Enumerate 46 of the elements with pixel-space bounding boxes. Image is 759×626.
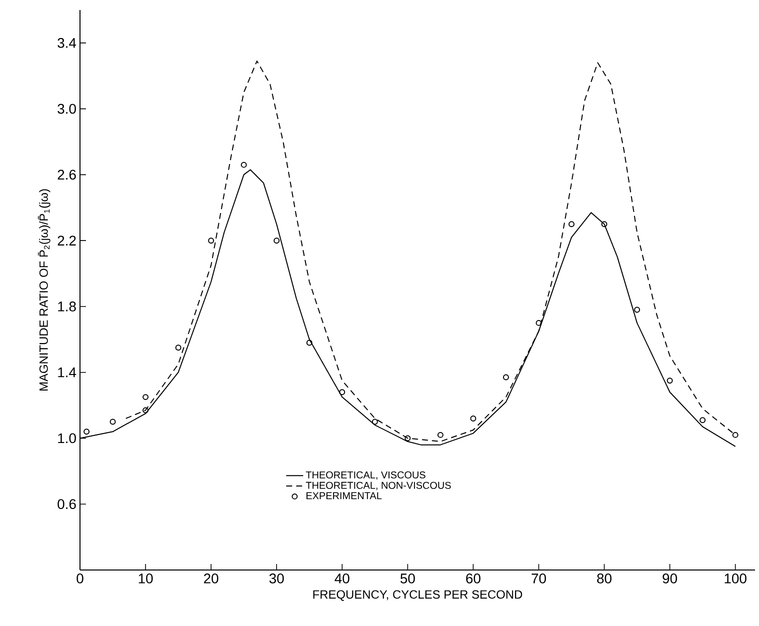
point bbox=[274, 238, 280, 244]
x-tick-label: 0 bbox=[76, 574, 84, 584]
y-tick-label: 1.4 bbox=[58, 368, 76, 378]
legend-label: THEORETICAL, NON-VISCOUS bbox=[306, 482, 451, 490]
y-tick-label: 3.4 bbox=[58, 38, 76, 48]
x-tick-label: 80 bbox=[597, 574, 612, 584]
y-tick-label: 1.0 bbox=[58, 433, 76, 444]
point bbox=[536, 320, 542, 326]
point bbox=[437, 432, 444, 438]
x-tick-label: 40 bbox=[334, 574, 350, 584]
point bbox=[175, 344, 182, 351]
legend-label: EXPERIMENTAL bbox=[306, 492, 382, 500]
point bbox=[339, 389, 346, 396]
point bbox=[601, 221, 608, 228]
point bbox=[404, 435, 411, 442]
y-tick-label: 1.8 bbox=[58, 302, 76, 312]
x-axis-title: FREQUENCY, CYCLES PER SECOND bbox=[313, 590, 522, 601]
point bbox=[84, 428, 90, 435]
point bbox=[502, 374, 509, 380]
point bbox=[470, 415, 476, 422]
point bbox=[568, 221, 574, 228]
y-tick-label: 3.0 bbox=[58, 104, 76, 114]
point bbox=[142, 394, 149, 400]
point bbox=[732, 432, 738, 438]
point bbox=[306, 340, 312, 346]
point bbox=[142, 407, 149, 414]
point bbox=[240, 162, 247, 168]
point bbox=[700, 417, 706, 424]
point bbox=[634, 306, 640, 313]
point bbox=[208, 238, 214, 244]
point bbox=[110, 418, 116, 425]
x-tick-label: 70 bbox=[532, 574, 546, 584]
y-tick-label: 2.6 bbox=[58, 170, 76, 180]
y-tick-label: 0.6 bbox=[58, 499, 76, 510]
x-tick-label: 30 bbox=[269, 574, 284, 584]
x-tick-label: 60 bbox=[466, 574, 480, 584]
point bbox=[666, 378, 673, 384]
y-axis-title: MAGNITUDE RATIO OF P̄$_{2}$(jω)/P̄$_{1}$(jω) bbox=[38, 189, 50, 391]
point bbox=[372, 418, 378, 425]
legend-label: THEORETICAL, VISCOUS bbox=[306, 471, 426, 480]
x-tick-label: 10 bbox=[138, 574, 153, 584]
x-tick-label: 100 bbox=[724, 574, 746, 584]
x-tick-label: 20 bbox=[204, 574, 218, 584]
x-tick-label: 90 bbox=[662, 574, 678, 584]
x-tick-label: 50 bbox=[400, 574, 415, 584]
y-tick-label: 2.2 bbox=[58, 236, 76, 246]
